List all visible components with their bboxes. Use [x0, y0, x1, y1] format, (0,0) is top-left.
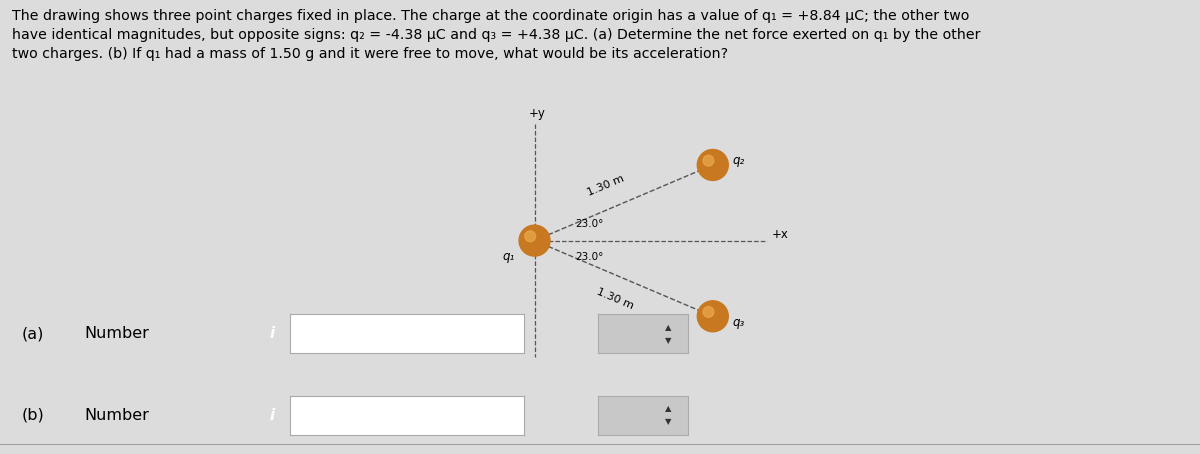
- Text: +y: +y: [529, 107, 546, 120]
- Text: Number: Number: [84, 326, 149, 341]
- Text: (b): (b): [22, 408, 44, 423]
- Text: Number: Number: [84, 408, 149, 423]
- Text: i: i: [270, 326, 275, 341]
- Text: 23.0°: 23.0°: [575, 219, 604, 229]
- Circle shape: [703, 155, 714, 166]
- Text: q₁: q₁: [502, 250, 515, 263]
- Text: 1.30 m: 1.30 m: [587, 173, 626, 198]
- Circle shape: [520, 225, 550, 256]
- Text: ▼: ▼: [665, 418, 671, 426]
- Text: +x: +x: [772, 228, 788, 241]
- Text: ▲: ▲: [665, 405, 671, 413]
- Text: ▼: ▼: [665, 336, 671, 345]
- Text: ▲: ▲: [665, 323, 671, 331]
- Text: i: i: [270, 408, 275, 423]
- Text: The drawing shows three point charges fixed in place. The charge at the coordina: The drawing shows three point charges fi…: [12, 9, 980, 61]
- Text: q₂: q₂: [733, 154, 745, 167]
- Text: 23.0°: 23.0°: [575, 252, 604, 262]
- Circle shape: [697, 149, 728, 180]
- Text: q₃: q₃: [733, 316, 745, 329]
- Circle shape: [697, 301, 728, 332]
- Circle shape: [524, 231, 535, 242]
- Circle shape: [703, 306, 714, 317]
- Text: Units: Units: [474, 408, 515, 423]
- Text: 1.30 m: 1.30 m: [595, 286, 636, 311]
- Text: Units: Units: [474, 326, 515, 341]
- Text: (a): (a): [22, 326, 44, 341]
